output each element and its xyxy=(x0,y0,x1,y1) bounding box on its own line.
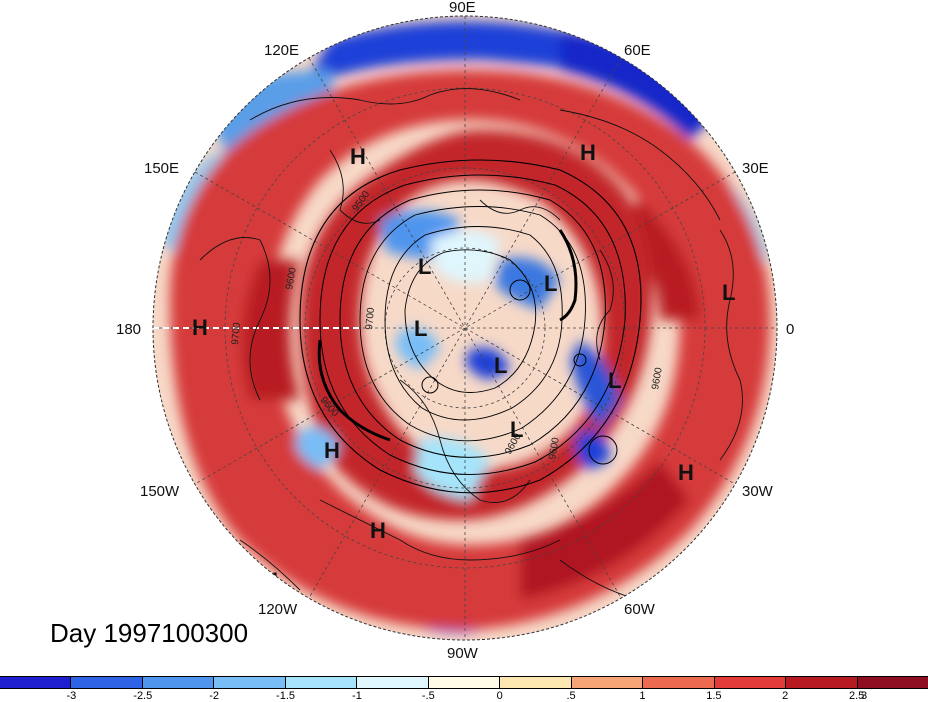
longitude-label: 0 xyxy=(786,321,794,338)
longitude-label: 120E xyxy=(264,42,299,59)
longitude-label: 120W xyxy=(258,601,298,618)
coastlines xyxy=(199,88,743,614)
low-pressure-label: L xyxy=(722,280,735,305)
high-pressure-label: H xyxy=(350,144,366,169)
high-pressure-label: H xyxy=(370,518,386,543)
low-pressure-label: L xyxy=(608,368,621,393)
colorbar-tick-label: -1 xyxy=(352,690,362,702)
colorbar-segment xyxy=(356,677,428,688)
longitude-label: 30E xyxy=(742,160,769,177)
longitude-label: 180 xyxy=(116,321,141,338)
colorbar-segment xyxy=(570,677,643,688)
height-contours xyxy=(299,159,642,494)
colorbar-segment xyxy=(0,677,71,688)
colorbar-tick-label: 3 xyxy=(860,690,868,702)
colorbar-tick-label: -3 xyxy=(66,690,77,702)
colorbar-segment xyxy=(141,677,214,688)
high-pressure-label: H xyxy=(580,140,596,165)
colorbar-segment xyxy=(713,677,786,688)
colorbar-segment xyxy=(213,677,285,688)
longitude-label: 90E xyxy=(449,0,476,16)
colorbar-segment xyxy=(284,677,357,688)
colorbar-tick-label: 2.5 xyxy=(848,690,865,702)
low-pressure-label: L xyxy=(544,271,557,296)
colorbar-tick-label: 1 xyxy=(639,690,646,702)
colorbar-segment xyxy=(642,677,714,688)
day-label: Day 1997100300 xyxy=(50,618,249,648)
colorbar-tick-label: 0 xyxy=(496,690,503,702)
polar-map: 9500 9600 9700 9700 9600 9600 9600 9600 … xyxy=(116,0,794,662)
longitude-label: 30W xyxy=(742,483,774,500)
colorbar-segment xyxy=(70,677,142,688)
colorbar-segment xyxy=(499,677,571,688)
longitude-label: 150W xyxy=(140,483,180,500)
colorbar-segment xyxy=(856,677,928,688)
high-pressure-label: H xyxy=(678,460,694,485)
colorbar-tick-label: .5 xyxy=(566,690,576,702)
contour-label: 9600 xyxy=(547,436,562,460)
colorbar-tick-label: 2 xyxy=(782,690,789,702)
contour-label: 9600 xyxy=(284,266,299,290)
colorbar-segment xyxy=(785,677,857,688)
longitude-labels: 90E 60E 30E 0 30W 60W 90W 120W 150W 180 … xyxy=(116,0,794,662)
colorbar-tick-label: -.5 xyxy=(421,690,435,702)
colorbar-segment xyxy=(427,677,500,688)
map-boundary xyxy=(152,15,778,641)
low-pressure-label: L xyxy=(414,316,427,341)
colorbar-tick-label: 1.5 xyxy=(706,690,722,702)
contour-label: 9600 xyxy=(650,366,665,390)
low-pressure-label: L xyxy=(494,353,507,378)
low-pressure-label: L xyxy=(272,568,285,593)
high-pressure-label: H xyxy=(192,315,208,340)
longitude-label: 60E xyxy=(624,42,651,59)
longitude-label: 90W xyxy=(447,645,479,662)
colorbar-tick-label: -2 xyxy=(209,690,220,702)
longitude-label: 60W xyxy=(624,601,656,618)
colorbar-tick-label: -1.5 xyxy=(276,690,296,702)
low-pressure-label: L xyxy=(418,254,431,279)
colorbar-tick-label: -2.5 xyxy=(133,690,153,702)
colorbar-ticks: -3 -2.5 -2 -1.5 -1 -.5 0 .5 1 1.5 2 2.5 3 xyxy=(0,690,928,702)
contour-label: 9700 xyxy=(364,307,377,331)
high-pressure-label: H xyxy=(324,438,340,463)
contour-label: 9700 xyxy=(230,322,243,346)
colorbar xyxy=(0,676,928,689)
low-pressure-label: L xyxy=(510,417,523,442)
longitude-label: 150E xyxy=(144,160,179,177)
